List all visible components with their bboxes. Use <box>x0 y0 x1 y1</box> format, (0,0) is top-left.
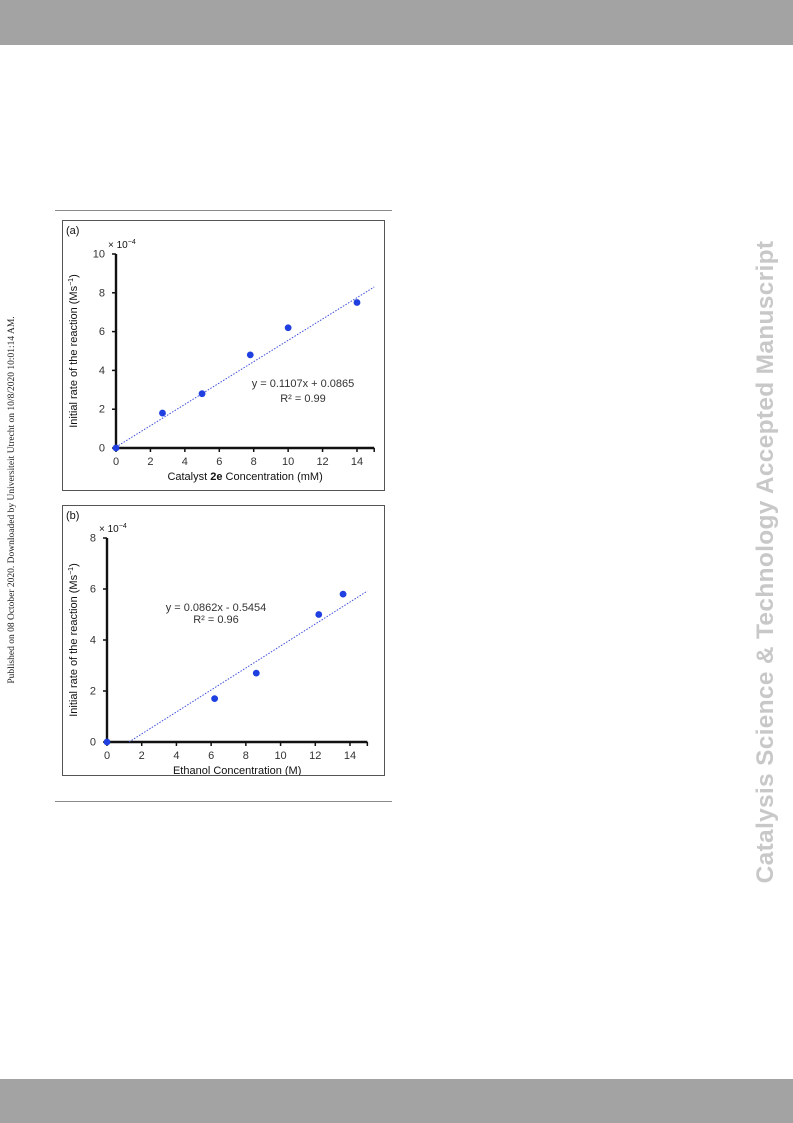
chart-b-data-point <box>211 695 219 703</box>
chart-a-y-tick-label: 0 <box>99 443 105 455</box>
chart-b-y-tick-label: 0 <box>90 737 96 749</box>
chart-b-x-axis-label: Ethanol Concentration (M) <box>173 765 301 775</box>
journal-watermark-text: Catalysis Science & Technology Accepted … <box>752 240 779 884</box>
chart-b-data-point <box>315 611 323 618</box>
chart-b-x-tick-label: 6 <box>208 750 214 762</box>
chart-b-r-squared: R² = 0.96 <box>193 614 239 626</box>
chart-b-y-tick-label: 8 <box>90 533 96 545</box>
chart-a-data-point <box>246 351 254 359</box>
chart-a-x-tick-label: 10 <box>282 456 294 468</box>
chart-b-trendline <box>128 590 368 743</box>
chart-b-panel-label: (b) <box>66 510 79 522</box>
chart-b-equation: y = 0.0862x - 0.5454 <box>166 602 267 614</box>
chart-a-data-point <box>353 299 361 306</box>
chart-b-svg: (b) × 10−4 0 2 4 6 8 0 2 4 6 8 10 12 14 y = 0.0862x - 0… <box>66 510 369 775</box>
footer-bar <box>0 1079 793 1123</box>
chart-b-multiplier-label: × 10−4 <box>99 523 127 535</box>
chart-a-x-tick-label: 0 <box>113 456 119 468</box>
chart-b-y-tick-label: 6 <box>90 584 96 596</box>
chart-b-data-point <box>103 738 111 746</box>
chart-a-x-tick-label: 4 <box>182 456 188 468</box>
chart-a-y-tick-label: 8 <box>99 287 105 299</box>
chart-b-x-tick-label: 10 <box>274 750 286 762</box>
download-note-text: Published on 08 October 2020. Downloaded… <box>7 316 17 684</box>
chart-a-y-tick-label: 10 <box>93 249 105 261</box>
chart-a-multiplier-label: × 10−4 <box>108 239 136 251</box>
chart-a-data-point <box>198 390 206 398</box>
chart-a-data-point <box>284 324 292 332</box>
chart-a-equation: y = 0.1107x + 0.0865 <box>252 378 355 390</box>
chart-a-x-tick-label: 12 <box>316 456 328 468</box>
chart-a-trendline <box>115 286 375 448</box>
chart-a-data-point <box>112 444 120 452</box>
chart-b-x-tick-label: 12 <box>309 750 321 762</box>
chart-panel-b: (b) × 10−4 0 2 4 6 8 0 2 4 6 8 10 12 14 y = 0.0862x - 0… <box>62 505 385 776</box>
chart-b-x-tick-label: 14 <box>344 750 356 762</box>
chart-a-x-tick-label: 14 <box>351 456 363 468</box>
chart-a-y-axis-label: Initial rate of the reaction (Ms−1) <box>68 274 80 428</box>
figure-top-rule <box>55 210 392 211</box>
chart-a-x-axis-label: Catalyst 2e Concentration (mM) <box>167 471 322 483</box>
chart-a-y-tick-label: 6 <box>99 326 105 338</box>
chart-a-x-tick-label: 2 <box>147 456 153 468</box>
chart-b-x-tick-label: 4 <box>173 750 179 762</box>
chart-b-x-tick-label: 2 <box>139 750 145 762</box>
chart-b-y-axis-label: Initial rate of the reaction (Ms−1) <box>68 563 80 717</box>
chart-a-y-tick-label: 4 <box>99 365 105 377</box>
chart-a-y-tick-label: 2 <box>99 404 105 416</box>
chart-b-y-tick-label: 4 <box>90 635 96 647</box>
chart-b-x-tick-label: 0 <box>104 750 110 762</box>
chart-a-r-squared: R² = 0.99 <box>280 393 326 405</box>
chart-b-data-point <box>339 590 347 598</box>
chart-a-x-tick-label: 8 <box>251 456 257 468</box>
header-bar <box>0 0 793 45</box>
figure-bottom-rule <box>55 801 392 802</box>
chart-panel-a: (a) × 10−4 0 2 4 6 8 10 0 2 4 6 8 10 12 14 y = 0.1107x +… <box>62 220 385 491</box>
chart-b-x-tick-label: 8 <box>243 750 249 762</box>
chart-b-y-tick-label: 2 <box>90 686 96 698</box>
chart-a-x-tick-label: 6 <box>216 456 222 468</box>
chart-a-svg: (a) × 10−4 0 2 4 6 8 10 0 2 4 6 8 10 12 14 y = 0.1107x +… <box>66 225 375 483</box>
chart-a-panel-label: (a) <box>66 225 79 237</box>
chart-a-data-point <box>159 409 166 417</box>
chart-b-data-point <box>252 669 260 677</box>
